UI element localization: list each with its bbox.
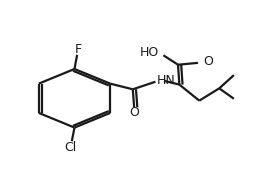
Text: F: F — [75, 43, 82, 56]
Text: HO: HO — [139, 46, 159, 59]
Text: Cl: Cl — [64, 141, 77, 154]
Text: HN: HN — [157, 74, 176, 87]
Text: O: O — [203, 55, 213, 68]
Text: O: O — [129, 106, 139, 119]
